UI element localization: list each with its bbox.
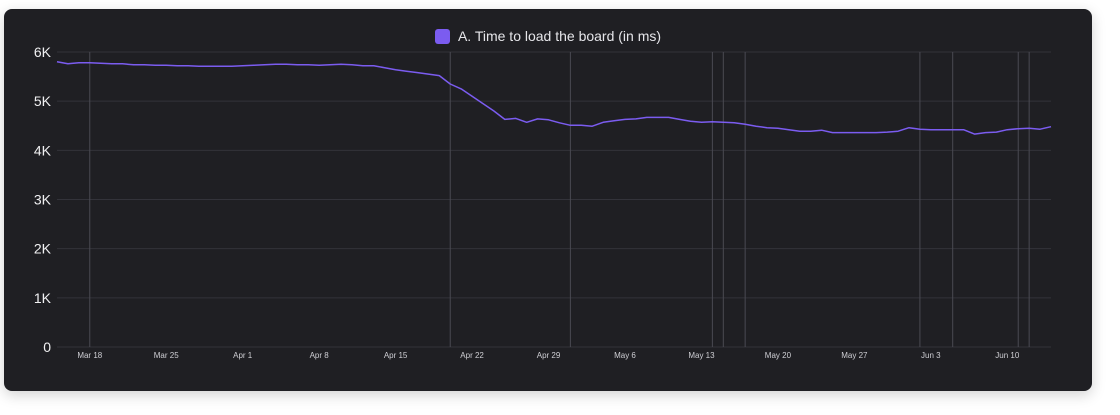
x-tick-label: Apr 15 bbox=[384, 351, 408, 360]
x-tick-label: May 20 bbox=[765, 351, 792, 360]
x-tick-label: May 27 bbox=[841, 351, 868, 360]
x-tick-label: Apr 29 bbox=[537, 351, 561, 360]
legend-label: A. Time to load the board (in ms) bbox=[457, 28, 662, 44]
x-tick-label: Jun 3 bbox=[921, 351, 941, 360]
y-tick-label: 6K bbox=[34, 44, 52, 60]
x-tick-label: Apr 1 bbox=[233, 351, 253, 360]
x-tick-label: May 6 bbox=[614, 351, 636, 360]
series-line bbox=[56, 61, 1052, 135]
y-tick-label: 5K bbox=[34, 93, 52, 109]
x-tick-label: Jun 10 bbox=[995, 351, 1020, 360]
chart-card: A. Time to load the board (in ms) 0 1K 2K 3… bbox=[4, 9, 1092, 391]
chart-legend[interactable]: A. Time to load the board (in ms) bbox=[4, 28, 1092, 44]
y-tick-label: 2K bbox=[34, 241, 52, 257]
x-tick-label: Mar 25 bbox=[154, 351, 179, 360]
x-tick-label: Apr 22 bbox=[460, 351, 484, 360]
x-tick-label: Apr 8 bbox=[310, 351, 330, 360]
legend-swatch bbox=[434, 28, 450, 44]
line-chart: 0 1K 2K 3K 4K 5K 6K Mar 18 Mar 25 Apr 1 Apr 8 Apr … bbox=[34, 44, 1052, 360]
y-tick-label: 3K bbox=[34, 192, 52, 208]
y-tick-label: 0 bbox=[43, 339, 51, 355]
y-tick-label: 1K bbox=[34, 290, 52, 306]
x-tick-label: Mar 18 bbox=[77, 351, 102, 360]
y-tick-label: 4K bbox=[34, 142, 52, 158]
x-tick-label: May 13 bbox=[688, 351, 715, 360]
